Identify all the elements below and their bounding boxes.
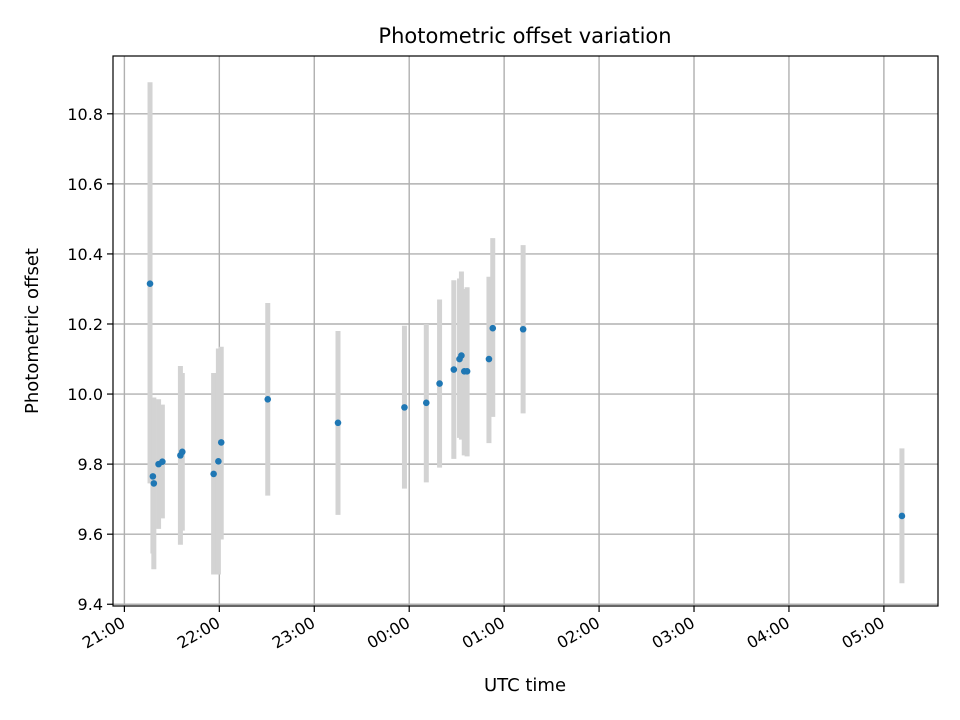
data-point <box>159 458 166 465</box>
data-point <box>217 439 225 446</box>
data-point <box>489 324 497 332</box>
y-tick-label: 9.6 <box>78 525 103 544</box>
y-tick-label: 9.4 <box>78 595 103 614</box>
data-points <box>146 280 906 520</box>
data-point <box>210 470 217 478</box>
y-tick-label: 10.6 <box>67 175 103 194</box>
y-axis-title: Photometric offset <box>22 248 43 414</box>
data-point <box>334 419 342 427</box>
chart-title: Photometric offset variation <box>378 24 671 48</box>
data-point <box>450 366 458 373</box>
data-point <box>458 352 465 359</box>
data-point <box>179 448 186 456</box>
data-point <box>150 480 158 487</box>
data-point <box>146 280 154 288</box>
y-tick-label: 10.8 <box>67 105 103 124</box>
data-point <box>485 355 493 363</box>
data-point <box>519 325 527 333</box>
y-axis-ticks: 9.4 9.6 9.8 10.0 10.2 10.4 10.6 10.8 <box>67 105 113 614</box>
data-point <box>215 458 222 465</box>
data-point <box>264 396 272 403</box>
y-tick-label: 10.4 <box>67 245 103 264</box>
data-point <box>898 512 906 520</box>
data-point <box>436 380 443 387</box>
x-axis-title: UTC time <box>484 675 566 696</box>
data-point <box>401 404 408 411</box>
y-tick-label: 10.0 <box>67 385 103 404</box>
data-point <box>463 367 471 375</box>
data-point <box>149 473 157 480</box>
y-tick-label: 9.8 <box>78 455 103 474</box>
plot-frame <box>112 55 939 607</box>
data-point <box>422 399 430 407</box>
y-tick-label: 10.2 <box>67 315 103 334</box>
grid <box>113 56 938 606</box>
